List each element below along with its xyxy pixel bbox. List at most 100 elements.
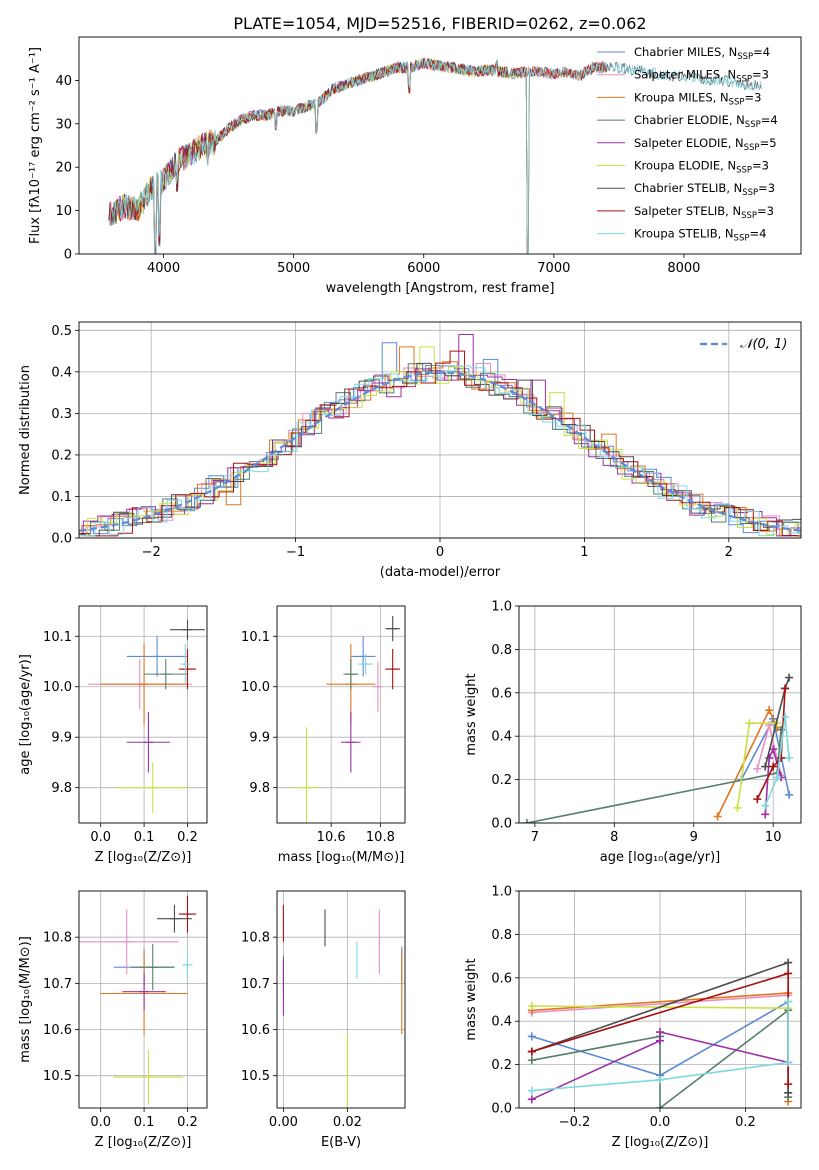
x-tick-label: 0.00 — [269, 1115, 298, 1130]
point-marker — [656, 1028, 664, 1037]
point-marker — [785, 790, 794, 799]
legend-label-tail: =3 — [757, 204, 774, 218]
y-tick-label: 1.0 — [491, 885, 512, 900]
legend-label-sub: SSP — [742, 188, 758, 198]
y-tick-label: 0.3 — [51, 407, 72, 422]
y-tick-label: 0.4 — [491, 1015, 512, 1030]
point-marker — [656, 1075, 664, 1084]
point-marker — [527, 1056, 536, 1065]
point-marker — [765, 753, 774, 762]
point-marker — [761, 762, 770, 771]
y-tick-label: 0.2 — [491, 773, 512, 788]
x-axis-label: Z [log₁₀(Z/Z⊙)] — [95, 1135, 192, 1150]
y-axis-label: mass weight — [464, 958, 479, 1040]
mass-weight-vs-age-marks — [522, 673, 794, 823]
y-tick-label: 0.5 — [51, 324, 72, 339]
point-marker — [773, 773, 782, 782]
mass-vs-ebv-frame — [276, 890, 406, 1109]
x-tick-label: 0.2 — [177, 830, 198, 845]
y-tick-label: 9.9 — [249, 731, 270, 746]
point-marker — [784, 958, 793, 967]
x-tick-label: 0.0 — [90, 1115, 111, 1130]
x-tick-label: 0.1 — [134, 830, 155, 845]
y-tick-label: 0.2 — [491, 1058, 512, 1073]
point-marker — [777, 753, 786, 762]
point-marker — [784, 1080, 793, 1089]
x-tick-label: 0.0 — [650, 1115, 671, 1130]
point-marker — [781, 712, 790, 721]
legend-label-tail: =3 — [744, 90, 761, 104]
y-tick-label: 10.7 — [241, 977, 270, 992]
point-marker — [753, 795, 762, 804]
point-marker — [784, 969, 793, 978]
x-axis-label: Z [log₁₀(Z/Z⊙)] — [95, 850, 192, 865]
x-tick-label: 0.2 — [735, 1115, 756, 1130]
y-tick-label: 10.5 — [241, 1069, 270, 1084]
y-tick-label: 10.1 — [43, 630, 72, 645]
y-tick-label: 10.0 — [241, 680, 270, 695]
x-tick-label: −1 — [286, 545, 305, 560]
y-tick-label: 0.0 — [491, 817, 512, 832]
point-marker — [784, 1088, 793, 1097]
y-tick-label: 0.6 — [491, 686, 512, 701]
legend-label-tail: =3 — [752, 68, 769, 82]
point-marker — [527, 1002, 536, 1011]
legend-label: Chabrier MILES, NSSP=4 — [634, 45, 770, 62]
point-marker — [765, 706, 774, 715]
x-tick-label: −2 — [142, 545, 161, 560]
residuals-marks — [79, 333, 801, 537]
mass-vs-Z-marks — [79, 895, 197, 1105]
series-line — [108, 57, 762, 254]
x-tick-label: 10.6 — [317, 830, 346, 845]
point-marker — [527, 1047, 536, 1056]
x-tick-label: 9 — [690, 830, 698, 845]
point-marker — [656, 1104, 664, 1108]
histogram-step — [79, 346, 801, 537]
x-axis-label: age [log₁₀(age/yr)] — [600, 850, 721, 865]
x-tick-label: 8 — [610, 830, 618, 845]
legend-label-sub: SSP — [741, 211, 757, 221]
legend-label-sub: SSP — [729, 97, 745, 107]
legend-label-sub: SSP — [744, 143, 760, 153]
residuals-panel: −2 −1 0 1 2 0.0 0.1 0.2 0.3 0.4 0.5 (data-model)/er… — [18, 321, 802, 580]
y-axis-label: mass [log₁₀(M/M⊙)] — [18, 936, 33, 1063]
point-marker — [527, 1095, 536, 1104]
y-axis-label: Normed distribution — [18, 365, 33, 495]
x-tick-label: 1 — [580, 545, 588, 560]
point-marker — [785, 753, 794, 762]
y-tick-label: 10.7 — [43, 977, 72, 992]
legend-label-tail: =3 — [752, 159, 769, 173]
legend-label: Chabrier STELIB, NSSP=3 — [634, 181, 775, 198]
x-axis-label: wavelength [Angstrom, rest frame] — [326, 281, 555, 296]
x-axis-label: mass [log₁₀(M/M⊙)] — [278, 850, 405, 865]
legend-label: Salpeter STELIB, NSSP=3 — [634, 204, 774, 221]
point-marker — [784, 1058, 793, 1067]
point-marker — [784, 997, 793, 1006]
x-tick-label: 0 — [436, 545, 444, 560]
y-tick-label: 0.8 — [491, 643, 512, 658]
mass-vs-ebv-marks — [282, 904, 403, 1108]
legend-label-sub: SSP — [734, 234, 750, 244]
mass-vs-Z-panel: 0.0 0.1 0.2 10.5 10.6 10.7 10.8 Z [log₁₀(Z/Z⊙)]… — [18, 890, 208, 1150]
mass-weight-vs-age-frame — [518, 605, 802, 824]
point-marker — [527, 1086, 536, 1095]
mass-weight-vs-Z-marks — [527, 958, 793, 1108]
y-tick-label: 10 — [55, 204, 72, 219]
point-marker — [753, 764, 762, 773]
point-marker — [522, 819, 531, 823]
age-vs-Z-panel: 0.0 0.1 0.2 9.8 9.9 10.0 10.1 Z [log₁₀(Z/Z⊙)] ag… — [18, 605, 208, 865]
y-tick-label: 10.8 — [43, 931, 72, 946]
point-marker — [527, 1032, 536, 1041]
age-vs-mass-panel: 10.6 10.8 9.8 9.9 10.0 10.1 mass [log₁₀(M/M⊙)] — [241, 605, 406, 865]
series-line — [531, 994, 789, 1014]
spectrum-marks — [108, 57, 762, 254]
point-marker — [733, 803, 742, 812]
y-tick-label: 10.6 — [241, 1023, 270, 1038]
plot-area: 4000 5000 6000 7000 8000010203040wavelength … — [18, 36, 802, 1150]
y-tick-label: 0.0 — [491, 1102, 512, 1117]
series-line — [531, 1001, 790, 1092]
spectrum-panel: 4000 5000 6000 7000 8000 0 10 20 30 40 wavelength … — [28, 36, 802, 296]
spectrum-frame — [78, 36, 802, 255]
